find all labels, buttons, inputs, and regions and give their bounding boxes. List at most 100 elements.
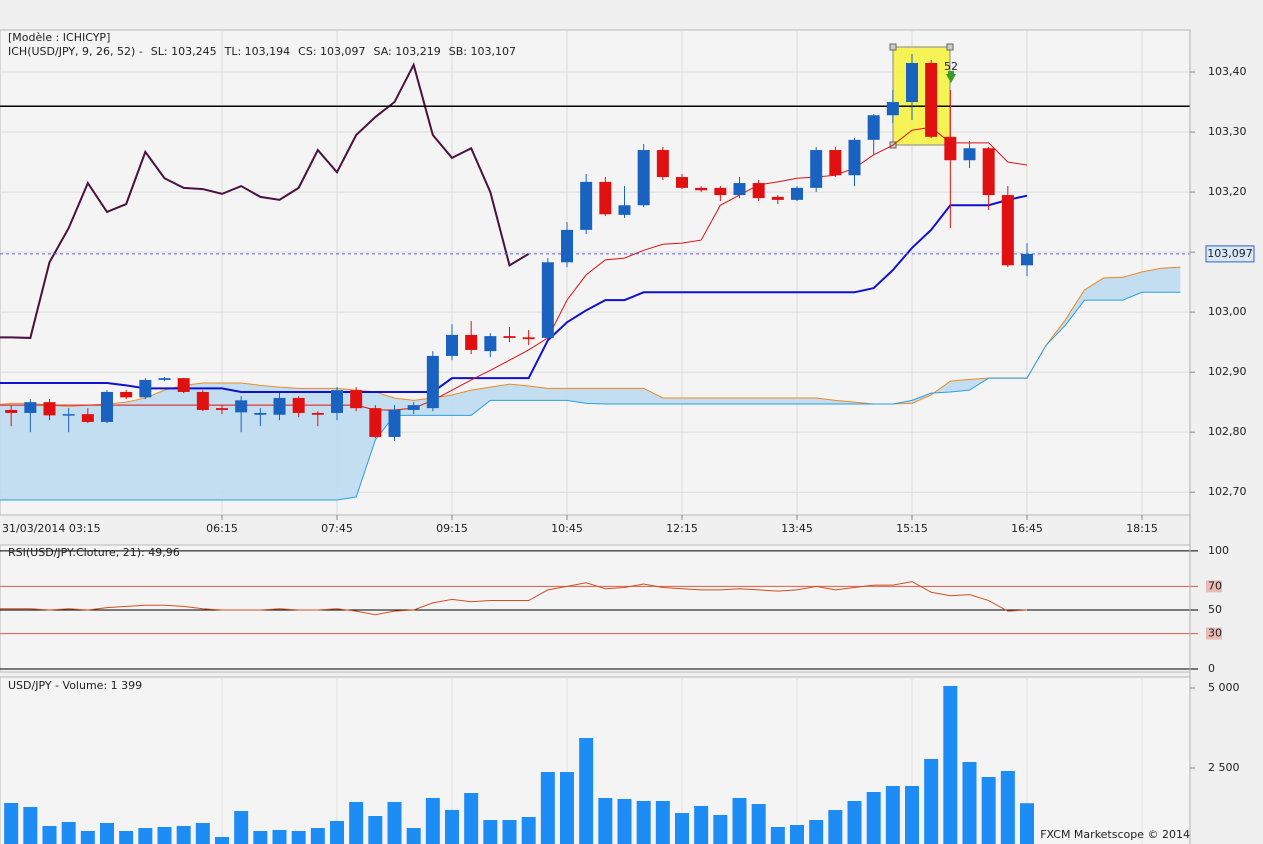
highlight-rect	[892, 46, 951, 146]
y-tick-label: 103,00	[1208, 305, 1247, 318]
candle-body	[733, 183, 746, 196]
volume-bar	[560, 772, 574, 844]
indicator-line	[0, 291, 1181, 501]
volume-bar	[962, 761, 977, 844]
candle-body	[561, 229, 573, 263]
volume-bar	[502, 820, 517, 844]
volume-bar	[119, 831, 134, 844]
x-tick-label: 16:45	[1011, 522, 1043, 535]
volume-bar	[253, 831, 268, 844]
candle-body	[771, 196, 784, 200]
candle-body	[292, 397, 305, 413]
x-tick-label: 18:15	[1126, 522, 1158, 535]
x-tick-label: 12:15	[666, 522, 698, 535]
panel-title: USD/JPY - Volume: 1 399	[8, 679, 142, 692]
volume-bar	[272, 829, 287, 844]
rsi-line	[0, 581, 1028, 616]
volume-bar	[636, 800, 651, 844]
volume-bar	[828, 809, 843, 844]
candle-body	[982, 148, 995, 196]
candle-body	[963, 148, 976, 161]
volume-bar	[1020, 803, 1034, 844]
candle-body	[139, 379, 152, 398]
volume-bar	[4, 803, 19, 844]
volume-bar	[540, 772, 555, 844]
volume-bar	[866, 792, 881, 844]
volume-bar	[483, 820, 498, 844]
candle-body	[177, 378, 190, 392]
indicator-line	[0, 62, 530, 339]
volume-bar	[905, 785, 919, 844]
volume-bar	[42, 825, 57, 844]
x-tick-label: 09:15	[436, 522, 468, 535]
candle-body	[369, 408, 382, 437]
y-tick-label: 50	[1208, 603, 1222, 616]
candle-body	[867, 115, 880, 140]
candle-body	[752, 183, 765, 199]
candle-body	[388, 409, 401, 437]
candle-body	[196, 391, 209, 410]
candle-body	[331, 390, 343, 413]
candle-body	[906, 63, 918, 103]
y-tick-label: 2 500	[1208, 761, 1240, 774]
volume-bar	[521, 816, 536, 844]
volume-plot: USD/JPY - Volume: 1 399	[4, 679, 1034, 844]
candle-body	[254, 412, 267, 415]
volume-bar	[751, 804, 766, 844]
rsi-plot-area	[0, 544, 1191, 673]
candle-body	[580, 181, 593, 230]
candle-body	[120, 391, 133, 398]
last-price-label: 103,097	[1207, 247, 1253, 260]
candle-body	[81, 414, 94, 422]
candle-body	[273, 397, 286, 415]
candle-body	[791, 187, 803, 200]
candle-body	[407, 405, 420, 410]
cloud	[0, 267, 1181, 500]
volume-bar	[195, 823, 210, 844]
candle-body	[886, 102, 899, 116]
volume-bar	[943, 685, 958, 844]
volume-bar	[847, 800, 862, 844]
y-tick-label: 103,30	[1208, 125, 1247, 138]
candle-body	[810, 150, 823, 188]
legend-entry: CS: 103,097	[298, 45, 365, 58]
candle-body	[618, 205, 631, 215]
level-label-bg	[1206, 627, 1222, 640]
volume-bar	[406, 828, 421, 844]
y-tick-label: 30	[1208, 627, 1222, 640]
candle-body	[599, 181, 612, 215]
candle-body	[522, 337, 535, 340]
volume-bar	[675, 812, 689, 844]
volume-bar	[694, 805, 709, 844]
panel-title: RSI(USD/JPY:Cloture, 21): 49,96	[8, 546, 180, 559]
candle-body	[676, 177, 688, 188]
highlight-box	[889, 43, 954, 149]
y-tick-label: 100	[1208, 544, 1229, 557]
x-tick-label: 07:45	[321, 522, 353, 535]
legend-entry: SB: 103,107	[449, 45, 516, 58]
main-plot	[0, 54, 1190, 501]
handle	[889, 43, 897, 51]
legend-entry: SL: 103,245	[151, 45, 217, 58]
candle-body	[158, 378, 171, 380]
candle-body	[235, 400, 248, 413]
x-tick-label: 10:45	[551, 522, 583, 535]
volume-bar	[981, 776, 996, 844]
y-tick-label: 0	[1208, 662, 1215, 675]
indicator-line	[0, 266, 1181, 407]
indicator-line	[0, 194, 1028, 393]
volume-bar	[387, 801, 402, 844]
candle-body	[43, 402, 56, 416]
annotation: 52	[944, 60, 958, 73]
volume-bar	[157, 827, 172, 844]
signal-arrow-stem	[948, 71, 954, 75]
volume-bar	[330, 820, 344, 844]
volume-bar	[579, 737, 594, 844]
volume-bar	[445, 809, 459, 844]
volume-bar	[924, 759, 939, 844]
volume-bar	[655, 800, 670, 844]
candle-body	[426, 355, 439, 409]
candle-body	[1021, 253, 1033, 266]
